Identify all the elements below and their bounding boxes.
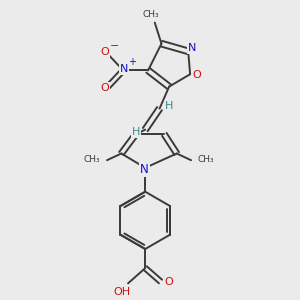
Text: CH₃: CH₃ (142, 10, 159, 19)
Text: N: N (188, 44, 196, 53)
Text: H: H (131, 128, 140, 137)
Text: O: O (192, 70, 201, 80)
Text: O: O (165, 278, 173, 287)
Text: H: H (165, 101, 173, 111)
Text: O: O (101, 47, 110, 57)
Text: OH: OH (114, 287, 131, 297)
Text: N: N (120, 64, 128, 74)
Text: N: N (140, 163, 148, 176)
Text: CH₃: CH₃ (84, 155, 100, 164)
Text: −: − (110, 40, 119, 51)
Text: CH₃: CH₃ (198, 155, 214, 164)
Text: +: + (128, 57, 136, 67)
Text: O: O (101, 82, 110, 93)
